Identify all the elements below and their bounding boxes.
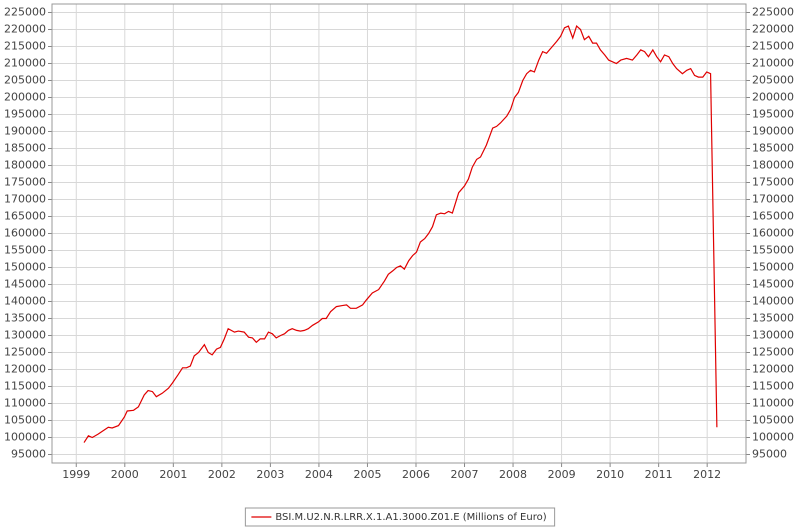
y2-tick-label: 165000 (752, 210, 794, 223)
x-tick-label: 2001 (159, 468, 187, 481)
y-tick-label: 115000 (4, 380, 46, 393)
y-tick-label: 175000 (4, 176, 46, 189)
y2-tick-label: 200000 (752, 91, 794, 104)
y-tick-label: 215000 (4, 40, 46, 53)
x-tick-label: 2011 (645, 468, 673, 481)
y-tick-label: 130000 (4, 329, 46, 342)
y2-tick-label: 140000 (752, 295, 794, 308)
y-tick-label: 110000 (4, 397, 46, 410)
marks (83, 25, 718, 443)
x-tick-label: 2002 (208, 468, 236, 481)
x-tick-label: 2010 (596, 468, 624, 481)
y-tick-label: 210000 (4, 57, 46, 70)
y-tick-label: 155000 (4, 244, 46, 257)
y2-tick-label: 95000 (752, 448, 787, 461)
x-tick-label: 2003 (256, 468, 284, 481)
y2-tick-label: 105000 (752, 414, 794, 427)
x-tick-label: 2004 (305, 468, 333, 481)
y-tick-label: 190000 (4, 125, 46, 138)
y-tick-label: 200000 (4, 91, 46, 104)
y-tick-label: 220000 (4, 23, 46, 36)
x-tick-label: 1999 (62, 468, 90, 481)
y-tick-label: 100000 (4, 431, 46, 444)
y-tick-label: 185000 (4, 142, 46, 155)
x-tick-label: 2008 (499, 468, 527, 481)
y-tick-label: 165000 (4, 210, 46, 223)
y-tick-label: 145000 (4, 278, 46, 291)
y2-tick-label: 135000 (752, 312, 794, 325)
y-tick-label: 140000 (4, 295, 46, 308)
y-tick-label: 225000 (4, 6, 46, 19)
y2-tick-label: 175000 (752, 176, 794, 189)
y-tick-label: 180000 (4, 159, 46, 172)
legend-label: BSI.M.U2.N.R.LRR.X.1.A1.3000.Z01.E (Mill… (275, 512, 546, 523)
y2-tick-label: 215000 (752, 40, 794, 53)
y2-tick-label: 190000 (752, 125, 794, 138)
y2-tick-label: 120000 (752, 363, 794, 376)
x-tick-label: 2000 (111, 468, 139, 481)
y2-tick-label: 195000 (752, 108, 794, 121)
y-tick-label: 170000 (4, 193, 46, 206)
y-tick-label: 195000 (4, 108, 46, 121)
legend: BSI.M.U2.N.R.LRR.X.1.A1.3000.Z01.E (Mill… (244, 507, 556, 527)
x-tick-label: 2007 (451, 468, 479, 481)
y2-tick-label: 160000 (752, 227, 794, 240)
y2-tick-label: 155000 (752, 244, 794, 257)
x-tick-label: 2005 (353, 468, 381, 481)
y-tick-label: 205000 (4, 74, 46, 87)
y2-tick-label: 170000 (752, 193, 794, 206)
plot-frame (51, 3, 747, 464)
y2-tick-label: 150000 (752, 261, 794, 274)
y-tick-label: 105000 (4, 414, 46, 427)
y-tick-label: 135000 (4, 312, 46, 325)
grid: 95000 100000 105000 110000 115000 120000 12500… (4, 4, 794, 481)
y2-tick-label: 180000 (752, 159, 794, 172)
y-tick-label: 95000 (11, 448, 46, 461)
x-tick-label: 2009 (548, 468, 576, 481)
y2-tick-label: 220000 (752, 23, 794, 36)
y2-tick-label: 110000 (752, 397, 794, 410)
y2-tick-label: 125000 (752, 346, 794, 359)
y2-tick-label: 185000 (752, 142, 794, 155)
y2-tick-label: 145000 (752, 278, 794, 291)
y-tick-label: 160000 (4, 227, 46, 240)
y-tick-label: 120000 (4, 363, 46, 376)
y-tick-label: 125000 (4, 346, 46, 359)
y2-tick-label: 130000 (752, 329, 794, 342)
x-tick-label: 2012 (693, 468, 721, 481)
y2-tick-label: 100000 (752, 431, 794, 444)
y2-tick-label: 210000 (752, 57, 794, 70)
y-tick-label: 150000 (4, 261, 46, 274)
data-line (83, 25, 718, 443)
y2-tick-label: 115000 (752, 380, 794, 393)
y2-tick-label: 225000 (752, 6, 794, 19)
x-tick-label: 2006 (402, 468, 430, 481)
legend-box (244, 507, 556, 527)
y2-tick-label: 205000 (752, 74, 794, 87)
